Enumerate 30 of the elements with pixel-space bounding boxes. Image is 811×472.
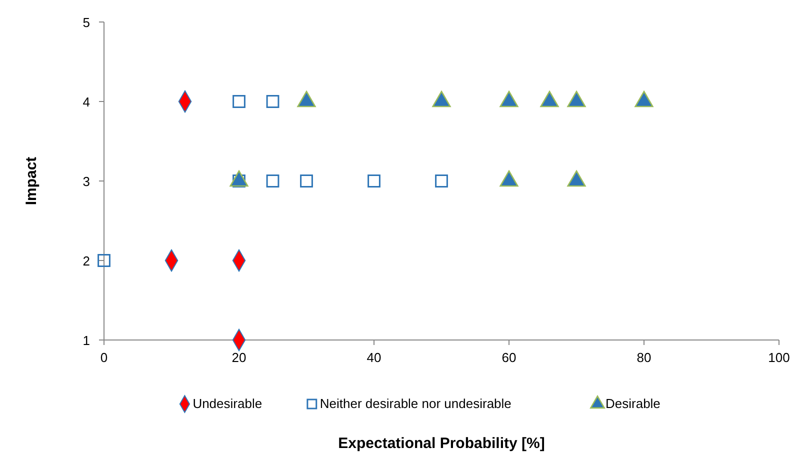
point [368,174,380,188]
x-tick-label: 60 [502,350,516,365]
x-axis-title: Expectational Probability [%] [338,435,545,452]
x-tick-label: 100 [768,350,790,365]
point [266,174,280,188]
point [98,254,110,267]
y-tick-label: 5 [82,15,90,30]
y-tick-label: 3 [82,174,90,189]
point [500,90,518,108]
x-tick-label: 0 [100,350,108,365]
point [634,90,654,108]
x-tick-label: 40 [366,350,382,365]
y-tick-label: 1 [82,333,90,348]
point [300,174,313,188]
point [432,90,451,108]
y-tick-label: 4 [82,94,90,110]
legend-label: Neither desirable nor undesirable [320,396,512,411]
y-tick-label: 2 [82,254,90,268]
point [435,174,448,188]
point [297,90,316,108]
point [500,170,518,187]
point [230,170,248,187]
point [567,170,586,187]
legend-label: Undesirable [192,396,262,411]
x-tick-label: 20 [232,350,246,365]
point [540,90,559,108]
point [567,90,586,108]
y-axis-title: Impact [23,156,40,206]
x-tick-label: 80 [636,350,652,365]
legend-label: Desirable [606,396,660,411]
